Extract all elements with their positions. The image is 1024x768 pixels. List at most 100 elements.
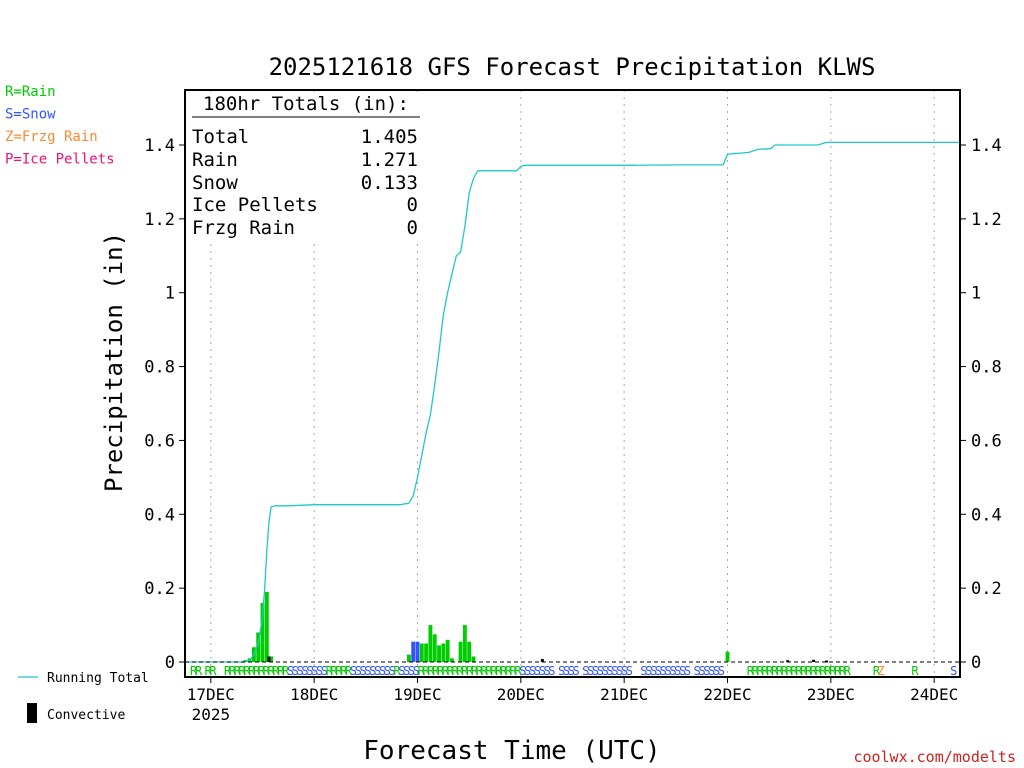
totals-label: Snow: [192, 172, 238, 194]
type-letter: S: [539, 664, 546, 678]
type-letter: R: [437, 664, 445, 678]
type-letter: R: [432, 664, 440, 678]
x-tick-label: 21DEC: [600, 685, 648, 704]
x-tick-label: 23DEC: [807, 685, 855, 704]
type-letter: R: [326, 664, 334, 678]
x-tick-label: 22DEC: [703, 685, 751, 704]
y-tick-label-left: 0.8: [144, 358, 175, 378]
type-letter: S: [611, 664, 618, 678]
type-letter: S: [602, 664, 609, 678]
type-letter: R: [819, 664, 827, 678]
y-tick-label-right: 0.4: [971, 505, 1002, 525]
type-letter: R: [258, 664, 266, 678]
type-letter: R: [810, 664, 818, 678]
precip-bar: [415, 641, 420, 662]
totals-label: Ice Pellets: [192, 194, 318, 216]
precip-bar: [725, 651, 730, 662]
precip-bars: [243, 591, 730, 662]
y-tick-label-right: 0.2: [971, 579, 1002, 599]
type-letter: R: [248, 664, 256, 678]
legend-type-item: S=Snow: [5, 107, 56, 123]
chart-title: 2025121618 GFS Forecast Precipitation KL…: [269, 53, 876, 81]
type-letter: S: [606, 664, 613, 678]
type-letter: S: [592, 664, 599, 678]
type-letter: S: [297, 664, 304, 678]
y-tick-label-left: 0: [165, 653, 175, 673]
type-letter: R: [330, 664, 338, 678]
plot-frame: [184, 89, 961, 678]
type-letter: R: [234, 664, 242, 678]
type-letter: S: [306, 664, 313, 678]
y-tick-label-right: 0: [971, 653, 981, 673]
running-total-legend-label: Running Total: [47, 671, 149, 686]
type-letter: S: [321, 664, 328, 678]
type-letter: R: [471, 664, 479, 678]
type-letter: R: [481, 664, 489, 678]
type-letter: R: [829, 664, 837, 678]
convective-legend-label: Convective: [47, 708, 125, 723]
type-letter: S: [398, 664, 405, 678]
type-letter: R: [485, 664, 493, 678]
type-letter: R: [195, 664, 203, 678]
y-tick-label-left: 1: [165, 284, 175, 304]
type-letter: S: [650, 664, 657, 678]
type-letter: R: [209, 664, 217, 678]
type-letter: R: [272, 664, 280, 678]
type-letter: S: [350, 664, 357, 678]
type-letter: R: [205, 664, 213, 678]
type-letter: S: [587, 664, 594, 678]
type-letter: S: [369, 664, 376, 678]
type-letter: S: [664, 664, 671, 678]
type-letter: R: [253, 664, 261, 678]
x-tick-label: 20DEC: [497, 685, 545, 704]
precip-bar: [458, 641, 463, 662]
type-letter: R: [844, 664, 852, 678]
type-letter: R: [267, 664, 275, 678]
precip-bar: [437, 645, 441, 662]
legend-type-item: Z=Frzg Rain: [5, 129, 98, 145]
type-letter: R: [761, 664, 769, 678]
type-letter: S: [534, 664, 541, 678]
type-letter: R: [190, 664, 198, 678]
type-letter: S: [543, 664, 550, 678]
type-letter: R: [510, 664, 518, 678]
totals-value: 1.271: [361, 149, 418, 171]
type-letter: S: [674, 664, 681, 678]
convective-bar: [812, 659, 816, 662]
y-tick-label-right: 1: [971, 284, 981, 304]
type-letter: R: [282, 664, 290, 678]
type-letter: R: [815, 664, 823, 678]
totals-box: 180hr Totals (in): Total 1.405 Rain 1.27…: [188, 93, 426, 239]
type-letter: R: [776, 664, 784, 678]
totals-value: 0: [407, 217, 418, 239]
legend-type-item: P=Ice Pellets: [5, 152, 115, 168]
type-letter: R: [795, 664, 803, 678]
type-letter: R: [427, 664, 435, 678]
type-letter: R: [771, 664, 779, 678]
type-letter: S: [301, 664, 308, 678]
type-letter: R: [393, 664, 401, 678]
y-axis-label: Precipitation (in): [100, 232, 128, 492]
y-tick-label-left: 0.6: [144, 431, 175, 451]
precip-bar: [256, 632, 261, 662]
running-total-line: [185, 141, 960, 663]
y-tick-label-left: 1.4: [144, 136, 175, 156]
type-letter: S: [616, 664, 623, 678]
precip-bar: [441, 643, 446, 662]
y-tick-label-left: 0.4: [144, 505, 175, 525]
type-letter: S: [573, 664, 580, 678]
type-letter: S: [374, 664, 381, 678]
type-letter: S: [292, 664, 299, 678]
y-tick-label-right: 0.6: [971, 431, 1002, 451]
type-letter: R: [490, 664, 498, 678]
type-letter: R: [756, 664, 764, 678]
x-tick-label: 19DEC: [393, 685, 441, 704]
type-letter: S: [364, 664, 371, 678]
type-letter: R: [243, 664, 251, 678]
type-letter: S: [563, 664, 570, 678]
type-letter: S: [316, 664, 323, 678]
precip-type-strip: RR RR RRRRRRRRRRRRRSSSSSSSSRRRRRSSSSSSSSSR…: [190, 664, 957, 678]
type-letter: R: [790, 664, 798, 678]
type-letter: R: [781, 664, 789, 678]
